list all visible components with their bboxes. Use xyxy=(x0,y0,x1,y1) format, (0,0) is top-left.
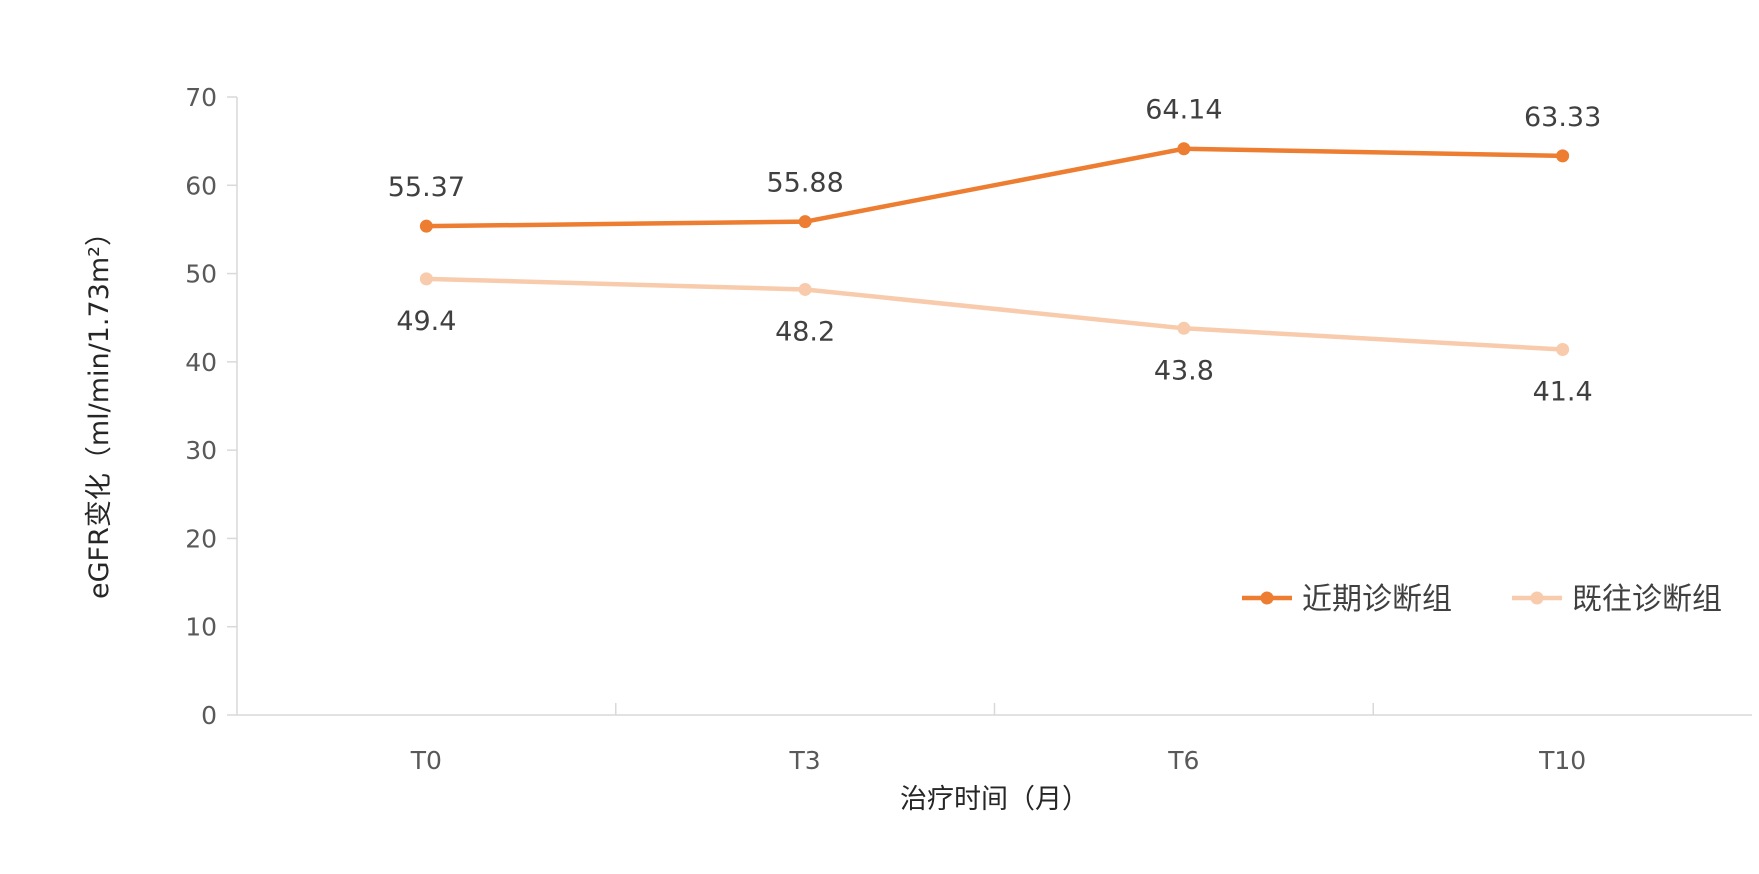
series-2-point xyxy=(1556,342,1570,356)
series-line-2 xyxy=(424,276,1565,352)
y-tick-label: 70 xyxy=(185,83,217,112)
legend-item-2: 既往诊断组 xyxy=(1512,582,1722,617)
data-label: 43.8 xyxy=(1154,355,1214,386)
data-label: 64.14 xyxy=(1145,95,1222,126)
data-label: 48.2 xyxy=(775,316,835,347)
y-tick-label: 0 xyxy=(201,701,217,730)
series-layer xyxy=(419,142,1570,356)
y-tick-label: 60 xyxy=(185,171,217,200)
y-tick-label: 50 xyxy=(185,260,217,289)
y-axis-title: eGFR变化（ml/min/1.73m²） xyxy=(84,219,115,599)
data-label: 49.4 xyxy=(396,306,456,337)
legend: 近期诊断组 既往诊断组 xyxy=(1242,582,1722,617)
x-axis-title: 治疗时间（月） xyxy=(900,784,1089,815)
legend-item-1: 近期诊断组 xyxy=(1242,582,1452,617)
x-tick-label: T0 xyxy=(410,746,442,775)
y-tick-label: 30 xyxy=(185,436,217,465)
data-label: 55.37 xyxy=(388,172,465,203)
series-1-point xyxy=(798,215,812,229)
y-tick-label: 20 xyxy=(185,524,217,553)
data-label: 63.33 xyxy=(1524,102,1601,133)
x-tick-label: T10 xyxy=(1538,746,1586,775)
series-2-point xyxy=(798,282,812,296)
data-label: 41.4 xyxy=(1533,376,1593,407)
series-line-1 xyxy=(424,146,1565,229)
x-tick-label: T6 xyxy=(1167,746,1199,775)
data-labels: 55.37 55.88 64.14 63.33 49.4 48.2 43.8 41.4 xyxy=(388,95,1602,408)
data-label: 55.88 xyxy=(766,168,843,199)
legend-label: 近期诊断组 xyxy=(1302,582,1452,617)
legend-swatch-marker xyxy=(1260,591,1274,605)
series-1-point xyxy=(419,219,433,233)
y-tick-label: 40 xyxy=(185,348,217,377)
x-axis-ticks: T0 T3 T6 T10 xyxy=(410,703,1586,775)
series-2-point xyxy=(1177,321,1191,335)
x-tick-label: T3 xyxy=(789,746,821,775)
legend-swatch-marker xyxy=(1530,591,1544,605)
series-1-point xyxy=(1556,149,1570,163)
legend-label: 既往诊断组 xyxy=(1572,582,1722,617)
y-axis-ticks: 0 10 20 30 40 50 60 70 xyxy=(185,83,237,730)
series-1-point xyxy=(1177,142,1191,156)
y-tick-label: 10 xyxy=(185,613,217,642)
series-2-point xyxy=(419,272,433,286)
